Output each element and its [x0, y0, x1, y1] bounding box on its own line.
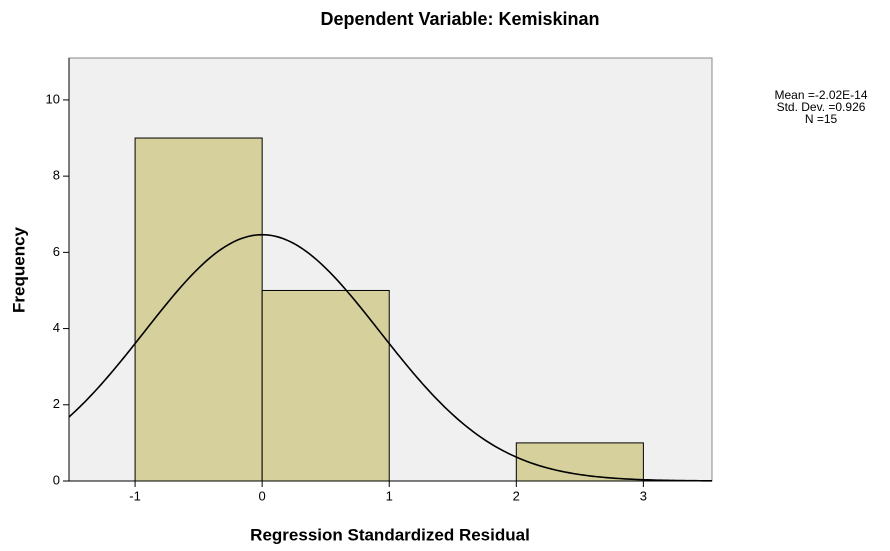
y-tick-label: 6: [53, 244, 60, 259]
x-tick-label: 1: [386, 488, 393, 503]
stat-mean: Mean =-2.02E-14: [774, 88, 867, 102]
y-tick-label: 10: [46, 91, 60, 106]
x-tick-label: 3: [640, 488, 647, 503]
y-tick-label: 4: [53, 320, 60, 335]
normal-curve: [68, 233, 713, 482]
stat-sd: Std. Dev. =0.926: [777, 100, 866, 114]
bar: [261, 289, 390, 482]
bar: [134, 137, 263, 482]
x-axis-label: Regression Standardized Residual: [250, 525, 530, 544]
stat-n: N =15: [805, 112, 838, 126]
y-tick-label: 2: [53, 396, 60, 411]
y-tick-label: 8: [53, 168, 60, 183]
x-tick-label: 0: [259, 488, 266, 503]
x-tick-label: -1: [129, 488, 141, 503]
chart-title: Dependent Variable: Kemiskinan: [320, 9, 599, 29]
y-axis-label: Frequency: [9, 226, 28, 313]
y-tick-label: 0: [53, 472, 60, 487]
x-tick-label: 2: [513, 488, 520, 503]
